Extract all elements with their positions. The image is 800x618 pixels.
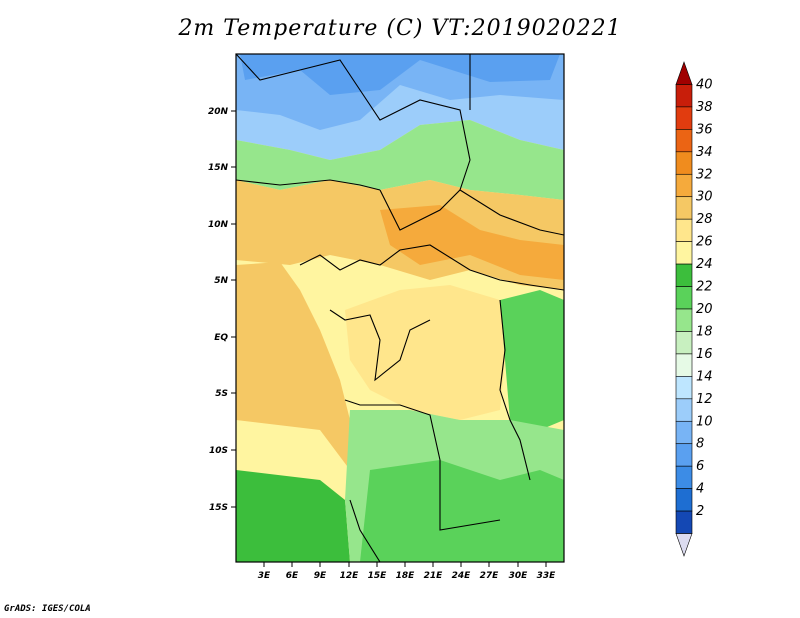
y-tick-label: 5N [214,276,228,286]
colorbar-swatch [675,420,693,445]
colorbar-label: 10 [696,414,713,429]
colorbar-label: 16 [696,347,713,362]
colorbar: 40 38 36 34 32 30 28 26 24 22 20 18 16 14 12 10 8 6 4 2 [675,61,713,557]
colorbar-label: 32 [696,167,713,182]
colorbar-swatch [675,353,693,377]
y-tick-label: 10N [208,220,229,230]
colorbar-label: 28 [696,212,713,227]
y-tick-label: 15S [209,503,228,513]
colorbar-swatch [675,376,693,400]
colorbar-swatch [675,510,693,534]
colorbar-label: 20 [696,302,713,317]
x-tick-label: 15E [368,571,388,581]
colorbar-swatch [675,488,693,512]
colorbar-swatch [675,106,693,130]
temperature-field [236,54,564,562]
colorbar-label: 36 [696,122,713,137]
colorbar-label: 4 [696,482,704,497]
colorbar-swatch [675,308,693,332]
x-tick-label: 6E [286,571,299,581]
map-title: 2m Temperature (C) VT:2019020221 [178,16,622,41]
colorbar-swatch [675,84,693,108]
x-tick-label: 3E [258,571,271,581]
colorbar-swatch [675,331,693,355]
colorbar-label: 26 [696,235,713,250]
x-tick-label: 24E [452,571,472,581]
x-tick-label: 27E [480,571,500,581]
colorbar-label: 30 [696,190,713,205]
colorbar-swatch [675,443,693,467]
y-tick-label: 10S [209,446,228,456]
colorbar-swatch [675,241,693,265]
colorbar-label: 24 [696,257,713,272]
colorbar-label: 38 [696,100,713,115]
footer-credit: GrADS: IGES/COLA [4,604,91,614]
y-tick-label: 15N [208,163,229,173]
map-frame [235,53,565,563]
x-axis: 3E 6E 9E 12E 15E 18E 21E 24E 27E 30E 33E [258,562,556,581]
x-tick-label: 30E [509,571,529,581]
country-borders [236,54,564,562]
x-tick-label: 9E [314,571,327,581]
colorbar-swatch [675,218,693,242]
x-tick-label: 33E [537,571,557,581]
colorbar-label: 8 [696,437,704,452]
x-tick-label: 18E [396,571,416,581]
x-tick-label: 12E [340,571,360,581]
y-tick-label: 5S [215,389,228,399]
colorbar-swatch [675,398,693,422]
colorbar-label: 22 [696,280,713,295]
colorbar-swatch [675,196,693,220]
colorbar-label: 14 [696,369,713,384]
colorbar-label: 40 [696,77,713,92]
colorbar-swatch [675,151,693,175]
colorbar-swatch [675,61,693,85]
colorbar-label: 12 [696,392,713,407]
colorbar-swatch [675,173,693,198]
y-tick-label: 20N [208,107,229,117]
colorbar-label: 6 [696,459,704,474]
x-tick-label: 21E [424,571,444,581]
colorbar-swatch [675,533,693,557]
colorbar-label: 34 [696,145,713,160]
colorbar-swatch [675,129,693,153]
colorbar-swatch [675,263,693,287]
colorbar-swatch [675,465,693,489]
y-axis: 20N 15N 10N 5N EQ 5S 10S 15S [208,107,236,513]
colorbar-swatch [675,286,693,310]
colorbar-label: 18 [696,324,713,339]
y-tick-label: EQ [214,333,228,343]
colorbar-label: 2 [696,504,704,519]
